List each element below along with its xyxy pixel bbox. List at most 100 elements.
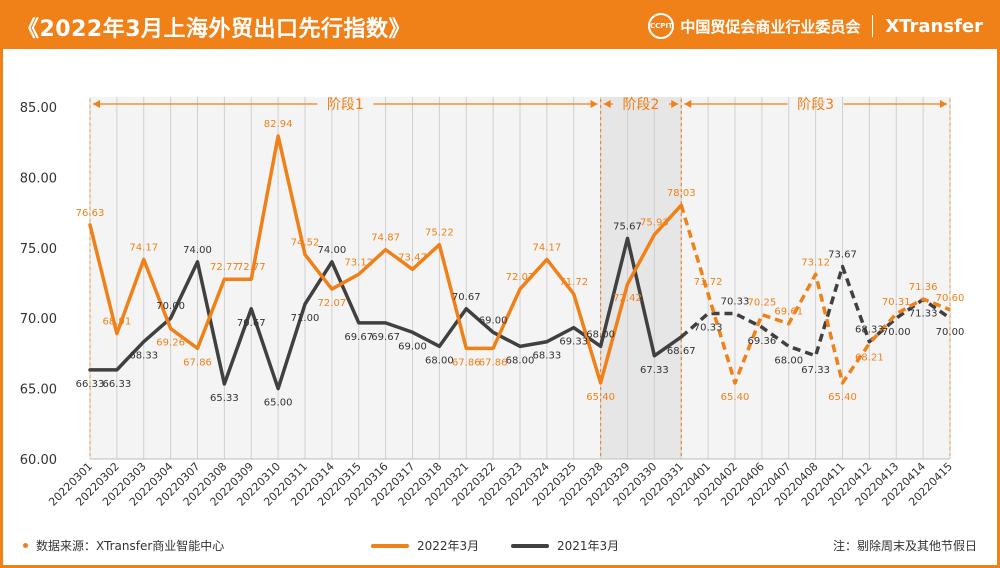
data-label-2021: 68.67 <box>667 346 696 357</box>
data-label-2022: 72.77 <box>210 262 239 273</box>
series-2021-solid-line <box>88 236 683 391</box>
data-label-2021: 68.33 <box>533 351 562 362</box>
footnote: 注：剔除周末及其他节假日 <box>832 539 977 553</box>
data-label-2022: 70.60 <box>936 293 965 304</box>
data-label-2022: 65.40 <box>586 392 615 403</box>
data-label-2021: 67.33 <box>801 365 830 376</box>
data-label-2022: 75.93 <box>640 218 669 229</box>
data-label-2022: 72.07 <box>318 298 347 309</box>
data-label-2022: 69.26 <box>156 338 185 349</box>
data-label-2022: 71.72 <box>559 277 588 288</box>
data-label-2021: 71.00 <box>291 313 320 324</box>
data-source-text: 数据来源：XTransfer商业智能中心 <box>36 539 225 553</box>
data-label-2022: 72.77 <box>237 262 266 273</box>
data-label-2022: 74.52 <box>291 238 320 249</box>
series-2022-solid-line <box>88 134 683 385</box>
data-label-2021: 75.67 <box>613 221 642 232</box>
phase-2-band <box>600 97 682 459</box>
data-label-2021: 70.67 <box>237 318 266 329</box>
brand-block: CCPIT 中国贸促会商业行业委员会 XTransfer <box>648 13 983 39</box>
data-label-2021: 73.67 <box>828 250 857 261</box>
data-label-2021: 68.00 <box>506 355 535 366</box>
data-label-2021: 69.67 <box>344 332 373 343</box>
data-label-2022: 65.40 <box>721 392 750 403</box>
y-tick-label: 85.00 <box>20 101 57 116</box>
data-label-2022: 71.36 <box>909 282 938 293</box>
legend-swatch-2022 <box>371 543 409 548</box>
data-label-2021: 69.67 <box>371 332 400 343</box>
data-label-2021: 70.33 <box>694 323 723 334</box>
data-label-2021: 74.00 <box>183 245 212 256</box>
data-label-2022: 71.72 <box>694 277 723 288</box>
data-label-2021: 68.33 <box>129 351 158 362</box>
data-label-2021: 67.33 <box>640 365 669 376</box>
data-label-2022: 74.87 <box>371 233 400 244</box>
y-tick-label: 75.00 <box>20 242 57 257</box>
phase-arrowhead-right <box>590 100 598 108</box>
phase-label-1: 阶段1 <box>327 97 364 113</box>
data-label-2022: 67.86 <box>183 357 212 368</box>
legend-item-2022: 2022年3月 <box>371 537 479 554</box>
data-label-2021: 74.00 <box>318 245 347 256</box>
data-label-2022: 72.42 <box>613 293 642 304</box>
y-tick-label: 70.00 <box>20 312 57 327</box>
series-2021-dashed-line <box>680 264 952 358</box>
data-label-2022: 70.31 <box>882 297 911 308</box>
data-label-2021: 68.00 <box>425 355 454 366</box>
data-label-2022: 68.21 <box>855 352 884 363</box>
data-label-2021: 66.33 <box>103 379 132 390</box>
data-label-2021: 68.00 <box>586 329 615 340</box>
phase-label-2: 阶段2 <box>622 97 659 113</box>
legend-label-2022: 2022年3月 <box>417 539 480 553</box>
phase-arrowhead-left <box>603 100 611 108</box>
data-label-2021: 65.00 <box>264 398 293 409</box>
data-label-2021: 69.36 <box>748 336 777 347</box>
phase-arrowhead-right <box>940 100 947 108</box>
phase-arrowhead-left <box>684 100 692 108</box>
org-name: 中国贸促会商业行业委员会 <box>680 17 861 36</box>
header-bar: 《2022年3月上海外贸出口先行指数》 CCPIT 中国贸促会商业行业委员会 X… <box>3 3 997 49</box>
data-label-2022: 65.40 <box>828 392 857 403</box>
line-chart: 阶段1 阶段2 阶段360.0065.0070.0075.0080.0085.002… <box>20 97 965 509</box>
data-label-2021: 65.33 <box>210 393 239 404</box>
data-source: 数据来源：XTransfer商业智能中心 <box>23 537 224 554</box>
bullet-icon <box>23 543 28 548</box>
legend-item-2021: 2021年3月 <box>511 537 619 554</box>
series-2022-dashed-line <box>679 204 951 385</box>
data-label-2021: 71.33 <box>909 308 938 319</box>
data-label-2022: 68.91 <box>103 317 132 328</box>
data-label-2022: 69.61 <box>774 307 803 318</box>
y-tick-label: 80.00 <box>20 171 57 186</box>
y-tick-label: 65.00 <box>20 383 57 398</box>
brand-divider <box>872 15 874 37</box>
data-label-2021: 69.33 <box>559 337 588 348</box>
xtransfer-logo: XTransfer <box>885 15 983 37</box>
data-label-2022: 73.12 <box>801 257 830 268</box>
phase-arrowhead-left <box>93 100 100 108</box>
data-label-2022: 73.12 <box>344 257 373 268</box>
ccpit-logo: CCPIT <box>648 13 675 39</box>
y-tick-label: 60.00 <box>20 453 57 468</box>
data-label-2022: 76.63 <box>76 208 105 219</box>
data-label-2022: 75.22 <box>425 228 454 239</box>
data-label-2021: 70.00 <box>936 327 965 338</box>
data-label-2022: 74.17 <box>533 242 562 253</box>
data-label-2021: 70.33 <box>721 297 750 308</box>
phase-label-3: 阶段3 <box>797 97 834 113</box>
data-label-2022: 70.25 <box>748 298 777 309</box>
legend-label-2021: 2021年3月 <box>557 539 620 553</box>
data-label-2022: 67.86 <box>479 357 508 368</box>
data-label-2021: 70.67 <box>452 292 481 303</box>
data-label-2021: 66.33 <box>76 379 105 390</box>
data-label-2022: 73.47 <box>398 252 427 263</box>
legend-swatch-2021 <box>511 543 549 548</box>
page-title: 《2022年3月上海外贸出口先行指数》 <box>17 17 412 42</box>
data-label-2021: 68.00 <box>774 355 803 366</box>
data-label-2022: 67.86 <box>452 357 481 368</box>
ccpit-logo-text: CCPIT <box>649 22 673 30</box>
data-label-2022: 82.94 <box>264 119 293 130</box>
data-label-2021: 70.00 <box>156 301 185 312</box>
data-label-2021: 69.00 <box>479 315 508 326</box>
data-label-2022: 74.17 <box>129 242 158 253</box>
